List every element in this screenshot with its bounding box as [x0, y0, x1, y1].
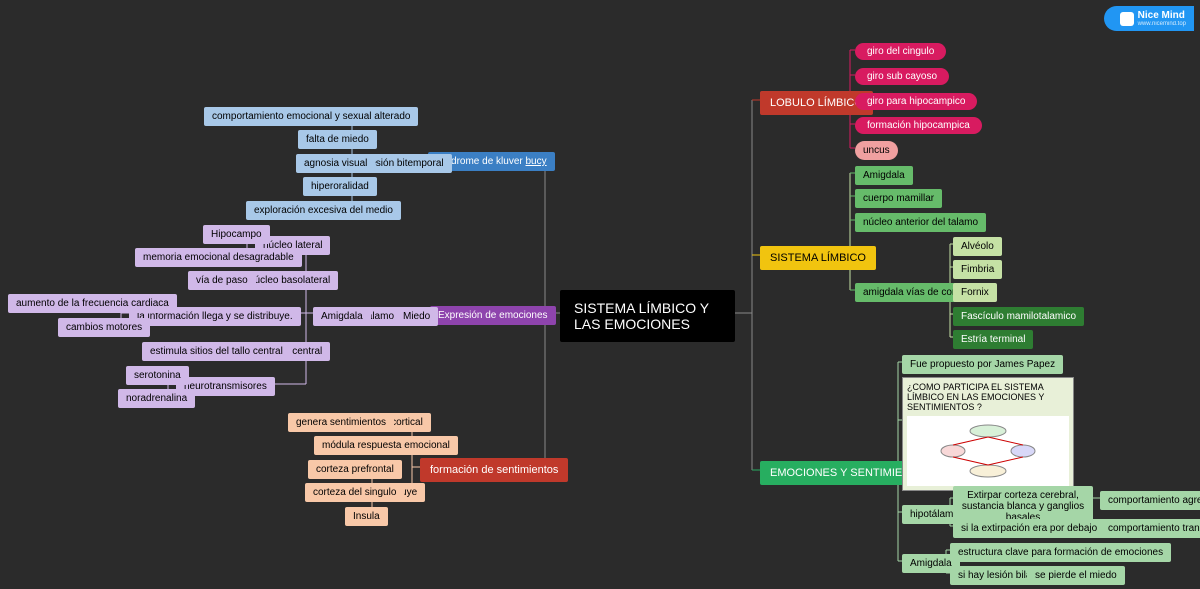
sk-leaf-2: agnosia visual — [296, 154, 375, 173]
memoria: memoria emocional desagradable — [135, 248, 302, 267]
expresion-title: Expresión de emociones — [430, 306, 556, 325]
sis-o4: Estría terminal — [953, 330, 1033, 349]
sis-g0: Amigdala — [855, 166, 913, 185]
sk-leaf-4: exploración excesiva del medio — [246, 201, 401, 220]
circuit-diagram — [907, 416, 1069, 486]
insula: Insula — [345, 507, 388, 526]
lob-0: giro del cingulo — [855, 43, 946, 60]
amigdala-l: Amigdala — [313, 307, 371, 326]
serotonina: serotonina — [126, 366, 189, 385]
genera: genera sentimientos — [288, 413, 394, 432]
lob-2: giro para hipocampico — [855, 93, 977, 110]
pierde: se pierde el miedo — [1027, 566, 1125, 585]
lob-1: giro sub cayoso — [855, 68, 949, 85]
root-node: SISTEMA LÍMBICO Y LAS EMOCIONES — [560, 290, 735, 342]
lob-4: uncus — [855, 141, 898, 160]
sis-o2: Fornix — [953, 283, 997, 302]
app-icon — [1120, 12, 1134, 26]
propuesto: Fue propuesto por James Papez — [902, 355, 1063, 374]
app-name: Nice Mind — [1138, 10, 1186, 21]
sk-leaf-0: comportamiento emocional y sexual altera… — [204, 107, 418, 126]
estimula: estimula sitios del tallo central — [142, 342, 291, 361]
app-badge[interactable]: Nice Mind www.nicemind.top — [1104, 6, 1194, 31]
sistema-title: SISTEMA LÍMBICO — [760, 246, 876, 270]
estructura: estructura clave para formación de emoci… — [950, 543, 1171, 562]
lob-3: formación hipocampica — [855, 117, 982, 134]
sis-o1: Fimbria — [953, 260, 1002, 279]
app-tagline: www.nicemind.top — [1138, 21, 1186, 27]
hipocampo: Hipocampo — [203, 225, 270, 244]
tranquilo: comportamiento tranquilo — [1100, 519, 1200, 538]
sis-o0: Alvéolo — [953, 237, 1002, 256]
question-text: ¿COMO PARTICIPA EL SISTEMA LÍMBICO EN LA… — [907, 382, 1069, 412]
sk-leaf-1: falta de miedo — [298, 130, 377, 149]
prefrontal: corteza prefrontal — [308, 460, 402, 479]
aumento: aumento de la frecuencia cardiaca — [8, 294, 177, 313]
agresivo: comportamiento agresivo — [1100, 491, 1200, 510]
sk-leaf-3: hiperoralidad — [303, 177, 377, 196]
formacion-title: formación de sentimientos — [420, 458, 568, 482]
noradrenalina: noradrenalina — [118, 389, 195, 408]
sis-g2: núcleo anterior del talamo — [855, 213, 986, 232]
modula: módula respuesta emocional — [314, 436, 458, 455]
cambios: cambios motores — [58, 318, 150, 337]
question-panel: ¿COMO PARTICIPA EL SISTEMA LÍMBICO EN LA… — [902, 377, 1074, 491]
sis-g1: cuerpo mamillar — [855, 189, 942, 208]
sis-o3: Fascículo mamilotalamico — [953, 307, 1084, 326]
via-paso: vía de paso — [188, 271, 256, 290]
singulo: corteza del singulo — [305, 483, 404, 502]
